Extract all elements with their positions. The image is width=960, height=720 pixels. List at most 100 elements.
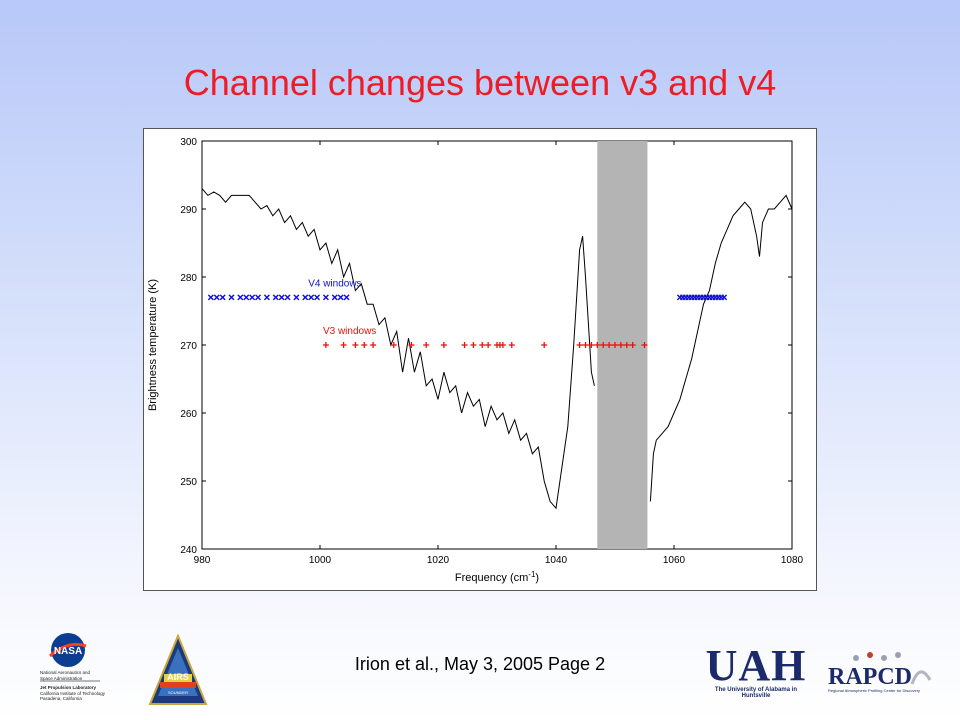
v3-windows-marker [485, 342, 492, 348]
uah-logo-sub: The University of Alabama in Huntsville [714, 687, 798, 699]
uah-logo-text: UAH [705, 641, 807, 690]
nasa-logo-line: National Aeronautics and [40, 670, 91, 675]
v3-windows-marker [340, 342, 347, 348]
v3-windows-marker [617, 342, 624, 348]
y-tick-label: 270 [180, 341, 197, 352]
x-axis-label-main: Frequency (cm [455, 572, 528, 584]
v4-windows-marker [228, 294, 235, 301]
nasa-logo-icon: NASA [40, 633, 100, 682]
series-label-v4: V4 windows [308, 279, 361, 290]
marker-stroke [331, 294, 338, 301]
spectrum-chart: 980 1000 1020 1040 1060 1080 240 250 260 270 280 29… [147, 137, 804, 585]
x-tick-label: 1000 [309, 555, 332, 566]
v3-windows-marker [423, 342, 430, 348]
marker-stroke [263, 294, 270, 301]
v4-windows-marker [249, 294, 256, 301]
v3-windows-marker [606, 342, 613, 348]
svg-text:NASA: NASA [54, 646, 82, 657]
marker-stroke [278, 294, 285, 301]
v3-windows-marker [612, 342, 618, 348]
v4-windows-marker [263, 294, 270, 301]
x-tick-label: 980 [194, 555, 211, 566]
v3-windows-marker [629, 342, 636, 348]
marker-stroke [272, 294, 279, 301]
y-tick-label: 240 [180, 545, 197, 556]
marker-stroke [284, 294, 291, 301]
airs-logo-sub: SOUNDER [168, 690, 188, 695]
rapcd-logo-text: RAPCD [828, 664, 912, 690]
nasa-logo-line: Pasadena, California [40, 696, 82, 701]
v3-windows-marker [582, 342, 589, 348]
v3-windows-marker [600, 342, 607, 348]
v3-windows-marker [322, 342, 329, 348]
rapcd-logo: RAPCD Regional Atmospheric Profiling Cen… [826, 650, 938, 695]
v3-windows-marker [370, 342, 377, 348]
x-axis-label: Frequency (cm-1) [455, 570, 539, 585]
v4-windows-marker [237, 294, 244, 301]
v3-windows-marker [499, 342, 506, 348]
x-axis-label-sup: -1 [528, 570, 536, 579]
v3-windows-marker [470, 342, 477, 348]
v3-windows-marker [508, 342, 515, 348]
y-tick-label: 250 [180, 477, 197, 488]
marker-stroke [255, 294, 262, 301]
v4-windows-marker [322, 294, 329, 301]
nasa-logo: NASA National Aeronautics and Space Admin… [40, 632, 120, 707]
x-tick-label: 1080 [781, 555, 804, 566]
marker-stroke [237, 294, 244, 301]
slide-footer: Irion et al., May 3, 2005 Page 2 [354, 654, 606, 674]
v3-windows-marker [479, 342, 486, 348]
airs-logo: AIRS SOUNDER [148, 633, 208, 706]
spectrum-line-segment-2 [649, 194, 793, 502]
x-axis-label-end: ) [535, 572, 539, 584]
marker-stroke [322, 294, 329, 301]
y-tick-label: 260 [180, 409, 197, 420]
nasa-logo-line: Space Administration [40, 675, 83, 681]
marker-stroke [721, 294, 728, 301]
marker-stroke [314, 294, 321, 301]
x-tick-label: 1040 [545, 555, 568, 566]
rapcd-logo-sub: Regional Atmospheric Profiling Center fo… [828, 688, 920, 693]
v3-windows-marker [576, 342, 583, 348]
v4-windows-marker [337, 294, 344, 301]
v4-windows-marker [308, 294, 315, 301]
chart-panel: 980 1000 1020 1040 1060 1080 240 250 260 270 280 29… [143, 128, 817, 591]
y-tick-label: 300 [180, 137, 197, 148]
nasa-logo-line: California Institute of Technology [40, 690, 105, 696]
v4-windows-marker [284, 294, 291, 301]
v3-windows-marker [390, 342, 397, 348]
x-tick-label: 1020 [427, 555, 450, 566]
v3-windows-marker [361, 342, 368, 348]
v3-windows-marker [440, 342, 447, 348]
v4-windows-marker [272, 294, 279, 301]
v3-windows-marker [623, 342, 630, 348]
marker-stroke [308, 294, 315, 301]
y-tick-label: 290 [180, 205, 197, 216]
v3-windows-marker [541, 342, 548, 348]
airs-logo-icon: AIRS SOUNDER [148, 633, 208, 705]
slide-title: Channel changes between v3 and v4 [183, 62, 777, 103]
v4-windows-marker [302, 294, 309, 301]
marker-stroke [302, 294, 309, 301]
v3-windows-marker [641, 342, 648, 348]
v4-windows-marker [278, 294, 285, 301]
marker-stroke [219, 294, 226, 301]
v3-windows-marker [588, 342, 595, 348]
v4-windows-marker [314, 294, 321, 301]
v4-windows-marker [219, 294, 226, 301]
v4-windows-marker [343, 294, 350, 301]
nasa-logo-line: Jet Propulsion Laboratory [40, 685, 97, 690]
v3-windows-marker [594, 342, 601, 348]
x-tick-label: 1060 [663, 555, 686, 566]
v4-windows-marker [213, 294, 220, 301]
marker-stroke [293, 294, 300, 301]
v4-windows-marker [331, 294, 338, 301]
marker-stroke [337, 294, 344, 301]
rapcd-logo-icon: RAPCD Regional Atmospheric Profiling Cen… [828, 652, 932, 693]
y-tick-label: 280 [180, 273, 197, 284]
v4-windows-marker [243, 294, 250, 301]
spectrum-line-segment-1 [201, 188, 595, 510]
uah-logo: UAH The University of Alabama in Huntsvi… [705, 641, 807, 700]
v4-windows-marker [207, 294, 214, 301]
v4-windows-marker [255, 294, 262, 301]
